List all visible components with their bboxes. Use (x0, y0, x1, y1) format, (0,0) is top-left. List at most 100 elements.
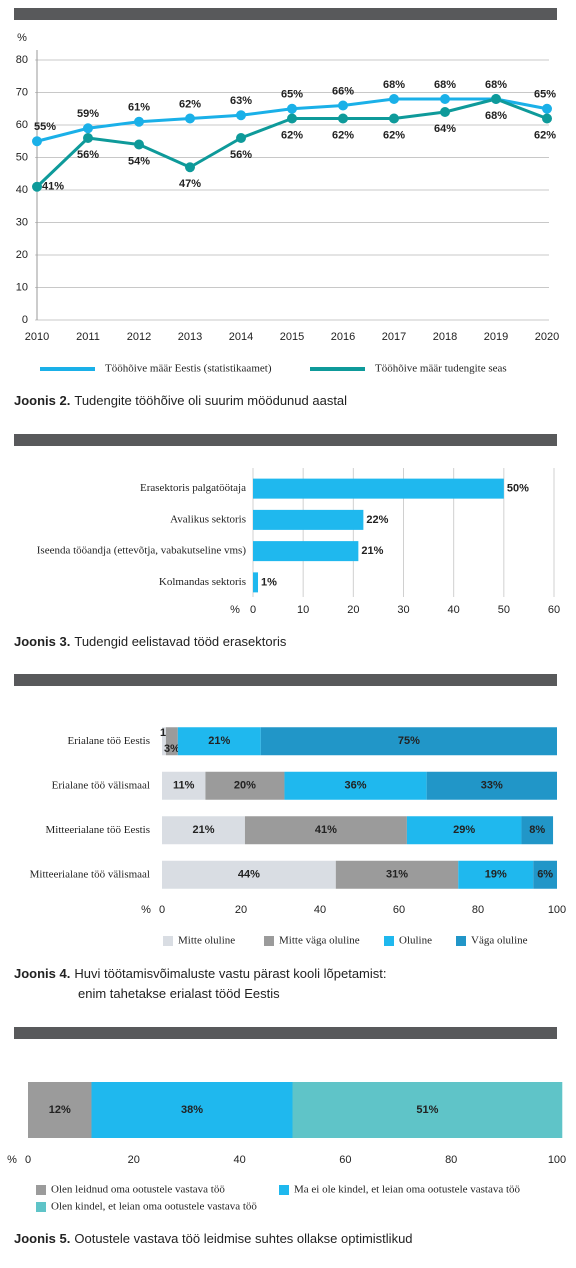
y-tick-label: 50 (16, 151, 28, 163)
value-label: 11% (173, 780, 195, 792)
value-label: 61% (128, 102, 150, 114)
x-tick-label: 60 (393, 904, 405, 916)
x-axis-label: % (7, 1154, 17, 1166)
value-label: 8% (529, 824, 545, 836)
page: %010203040506070802010201120122013201420… (0, 0, 576, 1268)
value-label: 29% (453, 824, 475, 836)
x-tick-label: 2013 (178, 331, 202, 343)
x-tick-label: 2011 (76, 331, 100, 343)
data-point (134, 117, 144, 127)
value-label: 62% (281, 129, 303, 141)
legend-label: Tööhõive määr Eestis (statistikaamet) (105, 363, 272, 375)
y-tick-label: 40 (16, 184, 28, 196)
caption: Joonis 3.Tudengid eelistavad tööd erasek… (14, 634, 287, 649)
x-tick-label: 60 (339, 1154, 351, 1166)
x-tick-label: 10 (297, 604, 309, 616)
x-tick-label: 100 (548, 904, 566, 916)
data-point (542, 114, 552, 124)
value-label: 6% (537, 869, 553, 881)
data-point (236, 110, 246, 120)
legend-label: Oluline (399, 935, 432, 947)
category-label: Kolmandas sektoris (159, 576, 246, 588)
section-bar (14, 8, 557, 20)
x-tick-label: 0 (159, 904, 165, 916)
y-tick-label: 10 (16, 281, 28, 293)
value-label: 41% (315, 824, 337, 836)
value-label: 33% (481, 780, 503, 792)
data-point (389, 94, 399, 104)
category-label: Avalikus sektoris (170, 513, 246, 525)
value-label: 3% (164, 743, 180, 755)
data-point (83, 133, 93, 143)
x-tick-label: 2018 (433, 331, 457, 343)
x-tick-label: 0 (250, 604, 256, 616)
value-label: 1% (261, 576, 277, 588)
caption-text: Tudengite tööhõive oli suurim möödunud a… (74, 393, 347, 408)
caption-text: Ootustele vastava töö leidmise suhtes ol… (74, 1231, 412, 1246)
caption-text: Huvi töötamisvõimaluste vastu pärast koo… (74, 966, 386, 981)
value-label: 62% (179, 98, 201, 110)
x-axis-label: % (230, 604, 240, 616)
x-tick-label: 50 (498, 604, 510, 616)
legend-label: Ma ei ole kindel, et leian oma ootustele… (294, 1184, 521, 1196)
data-point (440, 107, 450, 117)
section-bar (14, 1027, 557, 1039)
value-label: 63% (230, 95, 252, 107)
legend-swatch (264, 936, 274, 946)
value-label: 62% (332, 129, 354, 141)
caption: Joonis 4.Huvi töötamisvõimaluste vastu p… (14, 966, 387, 1001)
value-label: 36% (345, 780, 367, 792)
section-bar (14, 674, 557, 686)
caption-text: Tudengid eelistavad tööd erasektoris (74, 634, 286, 649)
x-axis-label: % (141, 904, 151, 916)
caption: Joonis 2.Tudengite tööhõive oli suurim m… (14, 393, 347, 408)
x-tick-label: 80 (472, 904, 484, 916)
data-point (389, 114, 399, 124)
value-label: 55% (34, 121, 56, 133)
x-tick-label: 30 (397, 604, 409, 616)
data-point (287, 104, 297, 114)
value-label: 50% (507, 483, 529, 495)
legend-label: Mitte väga oluline (279, 935, 360, 947)
value-label: 19% (485, 869, 507, 881)
value-label: 44% (238, 869, 260, 881)
x-tick-label: 100 (548, 1154, 566, 1166)
legend-swatch (456, 936, 466, 946)
category-label: Erialane töö välismaal (52, 779, 150, 791)
caption: Joonis 5.Ootustele vastava töö leidmise … (14, 1231, 413, 1246)
bar (253, 572, 258, 592)
x-tick-label: 40 (314, 904, 326, 916)
x-tick-label: 2015 (280, 331, 304, 343)
section-bar (14, 434, 557, 446)
x-tick-label: 2014 (229, 331, 253, 343)
value-label: 20% (234, 780, 256, 792)
x-tick-label: 2020 (535, 331, 559, 343)
value-label: 65% (534, 89, 556, 101)
value-label: 12% (49, 1104, 71, 1116)
legend-swatch (36, 1202, 46, 1212)
x-tick-label: 80 (445, 1154, 457, 1166)
category-label: Iseenda tööandja (ettevõtja, vabakutseli… (37, 545, 247, 557)
data-point (338, 101, 348, 111)
y-tick-label: 30 (16, 216, 28, 228)
legend-swatch (279, 1185, 289, 1195)
data-point (440, 94, 450, 104)
y-tick-label: 80 (16, 54, 28, 66)
value-label: 59% (77, 108, 99, 120)
x-tick-label: 60 (548, 604, 560, 616)
value-label: 66% (332, 85, 354, 97)
data-point (32, 182, 42, 192)
category-label: Mitteerialane töö välismaal (30, 868, 150, 880)
value-label: 38% (181, 1104, 203, 1116)
legend-label: Väga oluline (471, 935, 528, 947)
category-label: Erasektoris palgatöötaja (140, 482, 246, 494)
value-label: 56% (77, 149, 99, 161)
data-point (32, 136, 42, 146)
x-tick-label: 0 (25, 1154, 31, 1166)
value-label: 68% (383, 79, 405, 91)
value-label: 47% (179, 178, 201, 190)
y-tick-label: 70 (16, 86, 28, 98)
legend-label: Olen leidnud oma ootustele vastava töö (51, 1184, 225, 1196)
data-point (287, 114, 297, 124)
value-label: 62% (383, 129, 405, 141)
